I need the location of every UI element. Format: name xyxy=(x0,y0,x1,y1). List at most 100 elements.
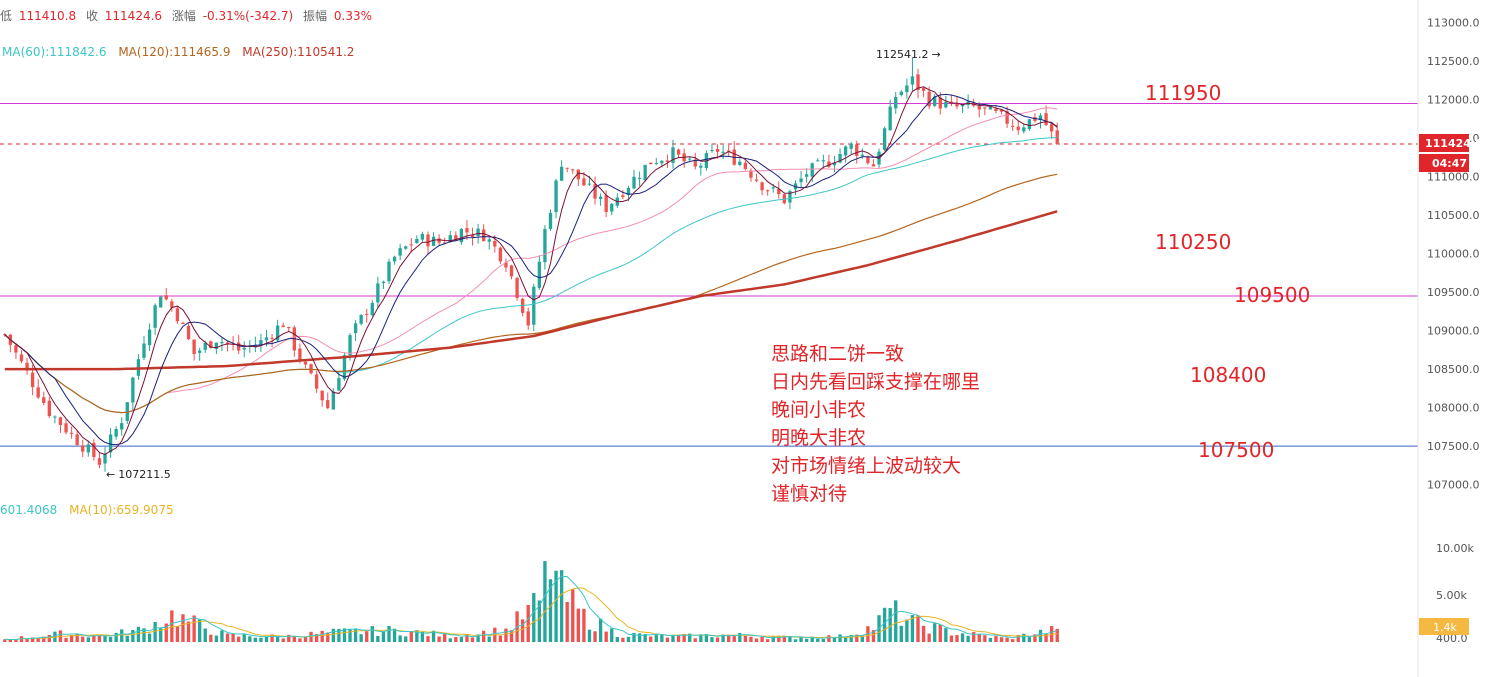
volume-bar xyxy=(114,632,118,642)
candle-body xyxy=(426,234,430,247)
candle-body xyxy=(916,74,920,90)
candle-body xyxy=(849,143,853,149)
volume-bar xyxy=(821,639,826,642)
candle-body xyxy=(582,178,586,186)
volume-bar xyxy=(192,615,196,642)
candle-body xyxy=(949,101,954,103)
volume-bar xyxy=(838,634,842,642)
volume-bar xyxy=(626,636,631,642)
candle-body xyxy=(1016,126,1020,131)
volume-bar xyxy=(671,635,675,642)
volume-bar xyxy=(108,636,113,642)
volume-bar xyxy=(8,639,13,642)
level-label-109500: 109500 xyxy=(1234,283,1310,307)
volume-bar xyxy=(1033,634,1037,642)
ma60-legend: MA(60):111842.6 xyxy=(2,45,107,59)
volume-bar xyxy=(465,634,469,642)
volume-bar xyxy=(331,628,335,642)
candle-body xyxy=(626,187,631,195)
candle-body xyxy=(1038,115,1043,121)
candle-body xyxy=(571,169,575,171)
candle-body xyxy=(108,434,113,453)
volume-bar xyxy=(888,608,892,642)
volume-bar xyxy=(765,639,770,642)
level-label-111950: 111950 xyxy=(1145,81,1221,105)
candle-body xyxy=(994,108,998,112)
volume-bar xyxy=(3,639,7,642)
candle-body xyxy=(14,345,18,353)
ma-legend: MA(60):111842.6 MA(120):111465.9 MA(250)… xyxy=(2,45,354,59)
candle-body xyxy=(120,423,124,430)
horizontal-lines xyxy=(0,103,1418,447)
candle-body xyxy=(509,265,514,277)
candle-body xyxy=(47,400,52,417)
candle-body xyxy=(253,344,258,348)
volume-bar xyxy=(983,635,987,642)
volume-bar xyxy=(927,633,931,642)
volume-bar xyxy=(526,604,530,642)
candle-body xyxy=(214,342,219,349)
volume-bar xyxy=(487,636,491,642)
candle-body xyxy=(181,322,185,325)
volume-bar xyxy=(637,633,642,642)
volume-bar xyxy=(921,625,926,642)
volume-bar xyxy=(955,635,959,642)
candle-body xyxy=(526,311,530,326)
ma5-line xyxy=(4,86,1058,455)
volume-bar xyxy=(409,631,413,642)
candle-body xyxy=(153,305,157,328)
candle-body xyxy=(721,151,725,153)
volume-bar xyxy=(933,623,937,642)
candle-body xyxy=(827,161,831,167)
volume-bar xyxy=(732,634,736,642)
candle-body xyxy=(804,174,809,177)
volume-bar xyxy=(704,634,709,642)
volume-bar xyxy=(198,619,202,642)
volume-bar xyxy=(14,639,18,642)
candle-body xyxy=(921,87,926,91)
volume-bar xyxy=(810,636,814,642)
volume-bar xyxy=(738,632,742,642)
price-tick-8: 109000.0 xyxy=(1427,325,1480,338)
candle-body xyxy=(264,337,269,341)
candle-body xyxy=(420,233,425,240)
candle-body xyxy=(236,342,241,351)
volume-bar xyxy=(125,636,129,642)
volume-bar xyxy=(938,624,942,642)
volume-bar xyxy=(782,635,787,642)
candle-body xyxy=(810,163,814,177)
volume-bar xyxy=(771,636,775,642)
volume-bar xyxy=(827,635,831,642)
candle-body xyxy=(988,106,993,110)
amplitude-label: 振幅 xyxy=(303,8,327,23)
candle-body xyxy=(888,106,892,131)
candle-body xyxy=(610,203,614,212)
candle-body xyxy=(459,228,464,243)
candle-body xyxy=(554,180,558,213)
candle-body xyxy=(437,238,441,243)
candle-body xyxy=(977,106,981,110)
countdown-box xyxy=(1419,154,1469,172)
annotation-line-5: 对市场情绪上波动较大 xyxy=(771,455,961,477)
candle-body xyxy=(576,169,581,180)
volume-bar xyxy=(175,626,180,642)
price-tick-9: 108500.0 xyxy=(1427,363,1480,376)
volume-bar xyxy=(454,637,458,642)
candle-body xyxy=(36,387,40,398)
volume-bar xyxy=(231,633,235,642)
volume-bar xyxy=(587,629,592,642)
candle-body xyxy=(548,212,553,229)
volume-bar xyxy=(905,619,909,642)
volume-bar xyxy=(92,635,96,642)
candle-body xyxy=(671,147,675,163)
candle-body xyxy=(660,160,664,164)
header-bar: 低 111410.8 收 111424.6 涨幅 -0.31%(-342.7) … xyxy=(0,8,372,23)
candle-body xyxy=(771,187,775,189)
volume-tick-0: 10.00k xyxy=(1436,542,1474,555)
candlesticks xyxy=(3,58,1059,472)
candle-body xyxy=(209,341,213,349)
candle-body xyxy=(559,166,564,181)
candle-body xyxy=(359,314,363,324)
price-tick-4: 111000.0 xyxy=(1427,171,1480,184)
volume-bar xyxy=(632,632,636,642)
